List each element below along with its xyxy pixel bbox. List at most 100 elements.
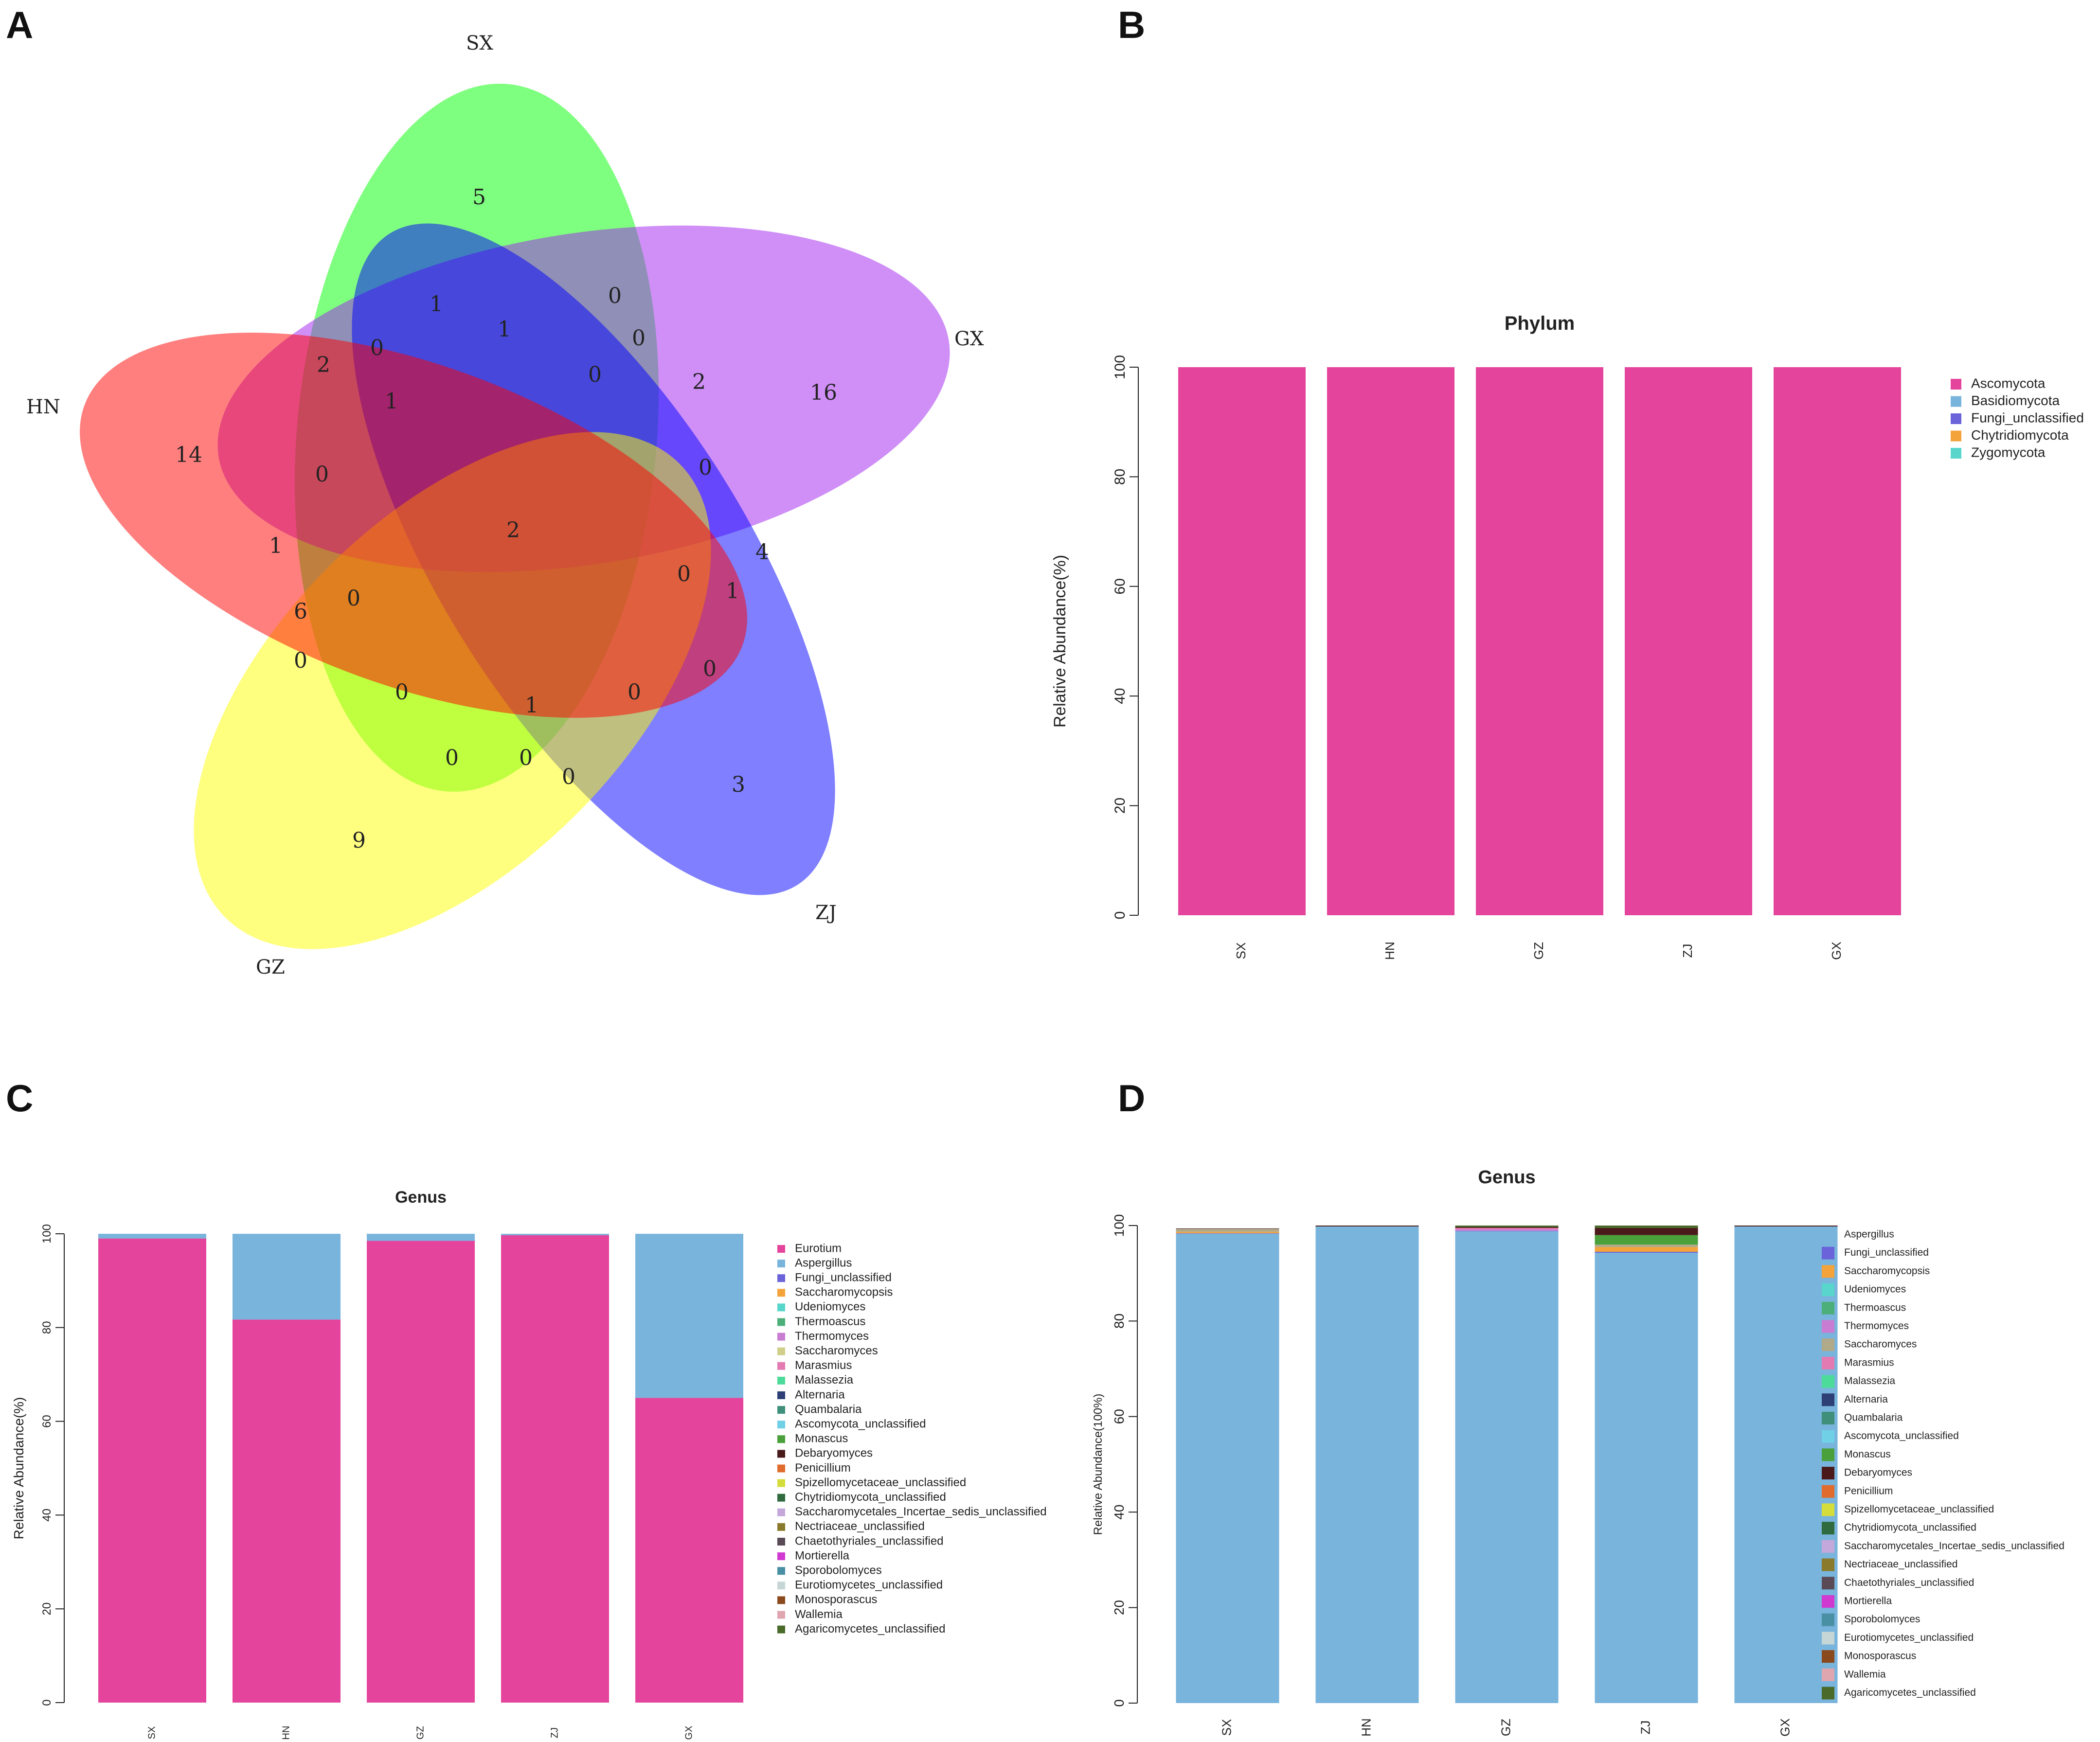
bar-segment	[1455, 1229, 1559, 1231]
bar-segment	[1774, 367, 1901, 915]
venn-count: 2	[506, 518, 520, 543]
x-tick-label: ZJ	[549, 1727, 560, 1738]
bar-segment	[1176, 1228, 1279, 1229]
legend-label: Quambalaria	[1844, 1412, 1903, 1423]
legend-swatch	[1822, 1412, 1834, 1424]
legend-label: Agaricomycetes_unclassified	[795, 1622, 945, 1635]
venn-count: 16	[810, 380, 837, 405]
bar-segment	[1595, 1235, 1698, 1245]
venn-count: 0	[445, 746, 459, 770]
x-tick-label: SX	[1234, 942, 1248, 960]
bar-segment	[1595, 1227, 1698, 1235]
y-axis: 0 20 40 60 80 100 Relative Abundance(%)	[11, 1224, 65, 1706]
legend-swatch	[777, 1406, 785, 1414]
bar-segment	[1455, 1231, 1559, 1703]
legend-label: Fungi_unclassified	[795, 1271, 892, 1284]
y-axis: 0 20 40 60 80 100 Relative Abundance(%)	[1051, 355, 1139, 919]
venn-count: 0	[294, 648, 307, 673]
legend-swatch	[1822, 1503, 1834, 1516]
legend-swatch	[1822, 1338, 1834, 1351]
legend-swatch	[1822, 1375, 1834, 1388]
bar-segment	[1176, 1233, 1279, 1703]
venn-count: 1	[726, 579, 739, 604]
legend-label: Penicillium	[1844, 1485, 1893, 1496]
legend-swatch	[1951, 379, 1961, 390]
bar-segment	[1455, 1227, 1559, 1229]
y-tick-label: 20	[1112, 798, 1128, 814]
bar-segment	[1315, 1226, 1419, 1703]
legend-label: Saccharomycetales_Incertae_sedis_unclass…	[795, 1505, 1047, 1518]
legend-label: Zygomycota	[1971, 444, 2046, 460]
legend-swatch	[777, 1596, 785, 1604]
legend-label: Agaricomycetes_unclassified	[1844, 1687, 1976, 1698]
bar-segment	[1176, 1233, 1279, 1234]
legend-label: Monascus	[1844, 1449, 1891, 1460]
legend-swatch	[1822, 1687, 1834, 1700]
bar-stack	[1476, 367, 1603, 915]
legend-label: Alternaria	[795, 1388, 845, 1401]
venn-count: 2	[692, 370, 706, 394]
legend-swatch	[777, 1611, 785, 1619]
legend-label: Monosporascus	[1844, 1651, 1916, 1662]
x-tick-label: GX	[1777, 1718, 1792, 1737]
bar-stack	[98, 1234, 206, 1703]
legend-label: Spizellomycetaceae_unclassified	[1844, 1504, 1994, 1515]
y-tick-label: 80	[1112, 469, 1128, 485]
venn-count: 0	[370, 336, 384, 360]
legend-label: Debaryomyces	[1844, 1467, 1912, 1478]
legend-label: Saccharomycetales_Incertae_sedis_unclass…	[1844, 1540, 2064, 1551]
legend-swatch	[777, 1260, 785, 1268]
legend-swatch	[777, 1421, 785, 1429]
chart-title: Genus	[395, 1188, 447, 1207]
legend-swatch	[1951, 448, 1961, 459]
bar-segment	[1734, 1226, 1838, 1703]
y-tick-label: 80	[1112, 1314, 1127, 1329]
bar-segment	[1176, 1231, 1279, 1233]
legend-label: Malassezia	[795, 1373, 854, 1386]
y-tick-label: 40	[1112, 1505, 1127, 1520]
legend-label: Saccharomycopsis	[1844, 1265, 1930, 1277]
legend-label: Ascomycota	[1971, 375, 2046, 391]
legend-swatch	[777, 1479, 785, 1487]
bar-segment	[1476, 367, 1603, 915]
legend-swatch	[777, 1450, 785, 1458]
panel-label-d: D	[1118, 1077, 1145, 1120]
legend-label: Alternaria	[1844, 1394, 1888, 1405]
bar-segment	[1595, 1252, 1698, 1703]
legend: Aspergillus Fungi_unclassified Saccharomyc…	[1822, 1228, 2064, 1700]
legend-label: Debaryomyces	[795, 1447, 873, 1460]
x-tick-label: HN	[1359, 1718, 1373, 1737]
venn-count: 2	[317, 353, 330, 377]
legend-swatch	[1822, 1393, 1834, 1406]
venn-diagram: SX GX ZJ GZ HN 5 16 3 9 14 1 0 1 0 2 0 0…	[26, 32, 984, 978]
x-tick-label: ZJ	[1680, 944, 1695, 958]
venn-set-label-gx: GX	[954, 328, 984, 350]
legend-label: Malassezia	[1844, 1375, 1895, 1386]
x-tick-label: HN	[1382, 942, 1397, 960]
x-tick-label: HN	[281, 1726, 291, 1740]
legend-swatch	[1822, 1558, 1834, 1571]
legend-label: Saccharomyces	[795, 1344, 878, 1357]
venn-count: 4	[755, 540, 769, 565]
legend-label: Fungi_unclassified	[1971, 410, 2084, 425]
bar-stack	[501, 1234, 609, 1703]
legend-label: Ascomycota_unclassified	[795, 1418, 926, 1431]
venn-count: 0	[628, 680, 641, 705]
venn-count: 6	[294, 599, 307, 624]
legend-swatch	[1822, 1283, 1834, 1297]
legend-label: Saccharomycopsis	[795, 1286, 893, 1299]
venn-count: 1	[430, 292, 443, 317]
bar-segment	[1455, 1227, 1559, 1228]
y-tick-label: 100	[1112, 1214, 1127, 1237]
legend-swatch	[777, 1508, 785, 1516]
legend-swatch	[1822, 1540, 1834, 1553]
chart-title: Genus	[1478, 1167, 1535, 1188]
legend-swatch	[1822, 1632, 1834, 1645]
y-tick-label: 100	[1112, 355, 1128, 379]
legend-label: Marasmius	[1844, 1357, 1894, 1368]
legend-swatch	[777, 1376, 785, 1385]
bar-stack	[367, 1234, 475, 1703]
legend-swatch	[777, 1435, 785, 1443]
legend-label: Fungi_unclassified	[1844, 1247, 1929, 1258]
legend-label: Quambalaria	[795, 1403, 862, 1416]
